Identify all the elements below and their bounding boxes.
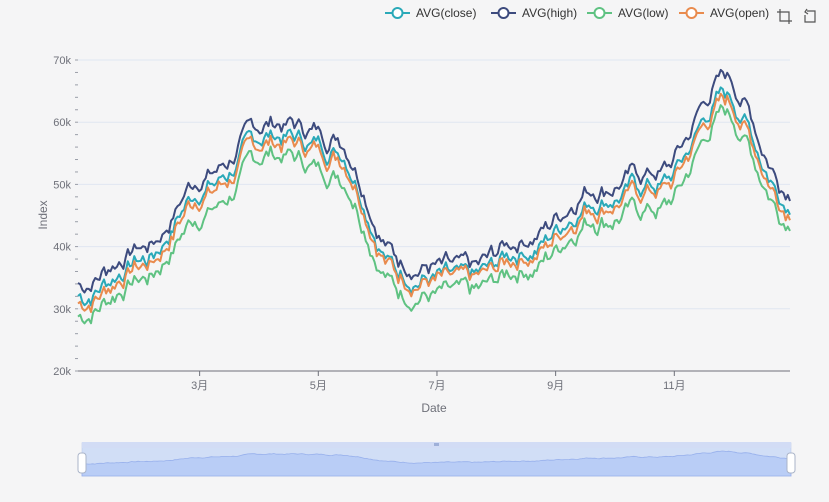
- legend-item[interactable]: AVG(open): [679, 6, 769, 20]
- y-axis-ticks: 20k 30k 40k 50k 60k 70k: [53, 55, 71, 378]
- legend-label: AVG(close): [416, 6, 476, 20]
- data-zoom-icon[interactable]: [777, 9, 792, 24]
- x-tick-label: 3月: [191, 380, 208, 392]
- y-tick-label: 70k: [53, 55, 71, 67]
- restore-icon[interactable]: [804, 8, 816, 23]
- legend-marker-icon: [593, 7, 606, 19]
- series-line-avghigh[interactable]: [77, 68, 791, 294]
- series-group: [77, 68, 791, 325]
- y-tick-label: 60k: [53, 117, 71, 129]
- x-axis-title: Date: [421, 401, 447, 415]
- y-tick-label: 50k: [53, 179, 71, 191]
- x-tick-label: 5月: [310, 380, 327, 392]
- legend-label: AVG(high): [522, 6, 577, 20]
- y-tick-label: 20k: [53, 366, 71, 378]
- data-zoom-right-handle[interactable]: [786, 452, 796, 474]
- x-tick-label: 11月: [663, 380, 685, 392]
- legend-item[interactable]: AVG(close): [385, 6, 476, 20]
- legend[interactable]: AVG(close) AVG(high) AVG(low) AVG(open): [385, 6, 769, 20]
- series-line-avglow[interactable]: [77, 104, 791, 325]
- data-zoom-slider[interactable]: [77, 442, 796, 477]
- x-axis-ticks: 3月 5月 7月 9月 11月: [191, 371, 686, 392]
- legend-marker-icon: [685, 7, 698, 19]
- series-line-avgclose[interactable]: [77, 86, 791, 307]
- legend-marker-icon: [391, 7, 404, 19]
- y-tick-label: 30k: [53, 304, 71, 316]
- y-tick-label: 40k: [53, 242, 71, 254]
- data-zoom-selection: [82, 443, 791, 476]
- legend-label: AVG(low): [618, 6, 668, 20]
- data-zoom-move-handle[interactable]: [434, 443, 439, 446]
- x-tick-label: 9月: [547, 380, 564, 392]
- data-zoom-left-handle[interactable]: [77, 452, 87, 474]
- y-axis-title: Index: [36, 200, 50, 229]
- legend-item[interactable]: AVG(high): [491, 6, 577, 20]
- data-zoom-shadow: [81, 450, 792, 477]
- legend-marker-icon: [497, 7, 510, 19]
- legend-label: AVG(open): [710, 6, 769, 20]
- grid-lines: [75, 59, 790, 372]
- legend-item[interactable]: AVG(low): [587, 6, 668, 20]
- series-line-avgopen[interactable]: [77, 92, 791, 313]
- x-tick-label: 7月: [428, 380, 445, 392]
